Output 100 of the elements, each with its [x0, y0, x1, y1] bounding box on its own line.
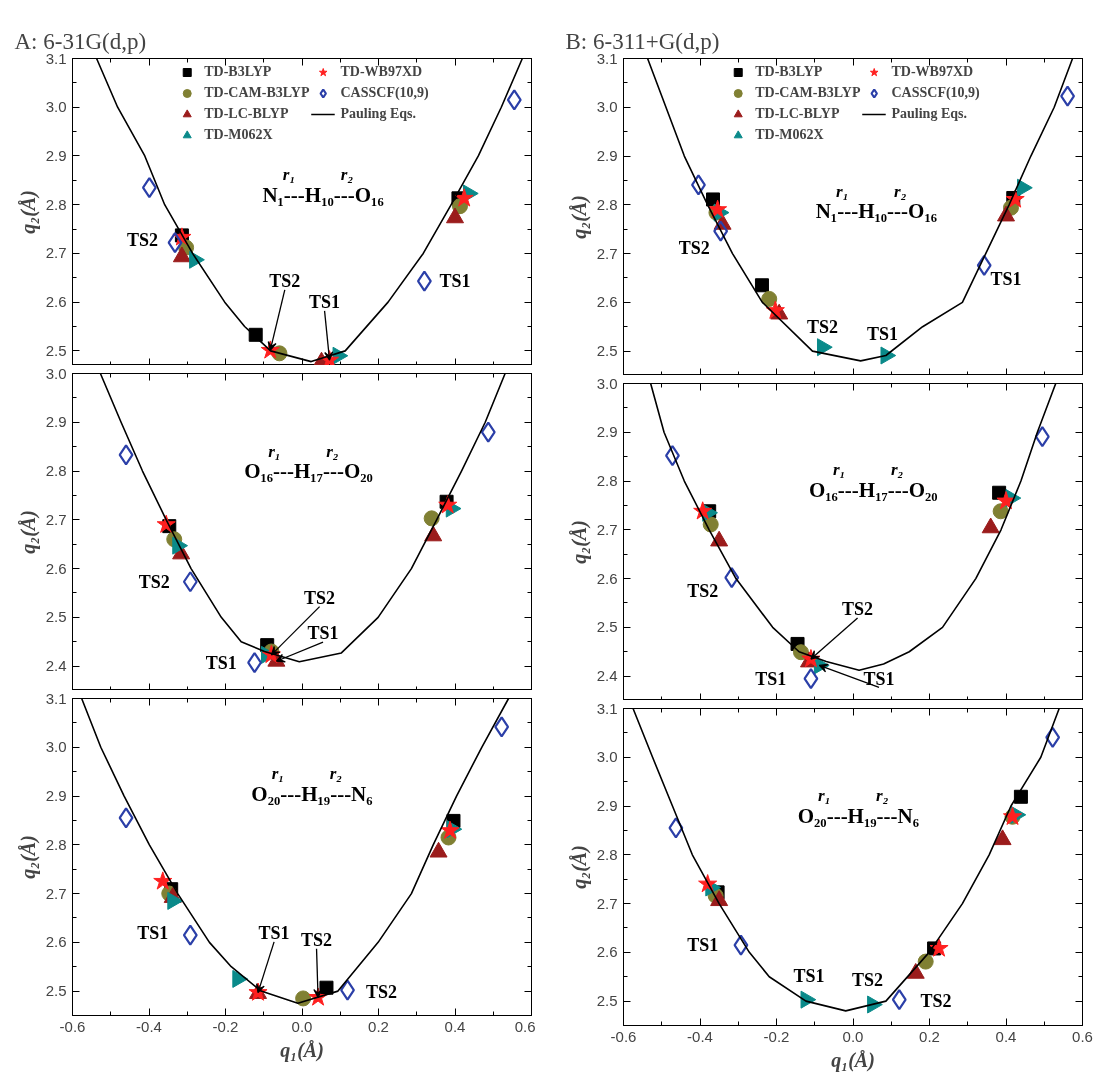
- annotation: r₁: [268, 441, 281, 461]
- legend-label: TD-M062X: [755, 126, 824, 144]
- annotation: O₁₆---H₁₇---O₂₀: [244, 459, 373, 484]
- y-tick-label: 3.1: [45, 689, 67, 707]
- legend-label: Pauling Eqs.: [891, 105, 967, 123]
- x-tick-label: 0.0: [291, 1017, 313, 1035]
- x-tick-label: 0.6: [514, 1017, 536, 1035]
- annotation: TS1: [137, 923, 169, 944]
- annotation: O₂₀---H₁₉---N₆: [797, 803, 919, 828]
- annotation: TS1: [309, 292, 341, 313]
- annotation: r₂: [894, 181, 907, 201]
- y-tick-label: 2.7: [45, 510, 67, 528]
- annotation: TS1: [307, 623, 339, 644]
- y-tick-label: 2.8: [596, 845, 618, 863]
- annotation: TS2: [126, 230, 159, 251]
- x-tick-label: -0.6: [59, 1017, 86, 1035]
- x-tick-label: 0.4: [995, 1027, 1017, 1045]
- y-tick-label: 2.7: [45, 884, 67, 902]
- annotation: r₁: [818, 786, 831, 806]
- x-tick-label: -0.4: [687, 1027, 713, 1045]
- annotation: O₁₆---H₁₇---O₂₀: [808, 477, 938, 502]
- legend-label: TD-CAM-B3LYP: [204, 84, 310, 102]
- x-tick-label: 0.4: [444, 1017, 466, 1035]
- y-tick-label: 2.4: [596, 667, 618, 685]
- legend-label: TD-B3LYP: [755, 63, 823, 81]
- y-axis-title: q₂(Å): [16, 510, 40, 554]
- y-tick-label: 2.7: [596, 244, 618, 262]
- y-tick-label: 2.6: [45, 933, 67, 951]
- y-tick-label: 2.6: [596, 569, 618, 587]
- annotation: N₁---H₁₀---O₁₆: [262, 182, 384, 207]
- y-tick-label: 2.8: [596, 472, 618, 490]
- annotation: TS2: [269, 271, 301, 292]
- y-tick-label: 2.6: [596, 293, 618, 311]
- legend-label: TD-WB97XD: [891, 63, 974, 81]
- y-tick-label: 3.0: [596, 374, 618, 392]
- legend-label: TD-LC-BLYP: [204, 105, 289, 123]
- y-axis-title: q₂(Å): [567, 845, 591, 889]
- x-tick-label: 0.2: [919, 1027, 940, 1045]
- x-tick-label: 0.0: [842, 1027, 864, 1045]
- y-tick-label: 3.0: [45, 364, 67, 382]
- annotation: O₂₀---H₁₉---N₆: [251, 781, 373, 806]
- annotation: TS1: [793, 966, 825, 987]
- x-axis-title: q₁(Å): [280, 1038, 324, 1062]
- annotation: r₁: [271, 764, 285, 784]
- legend-label: TD-LC-BLYP: [755, 105, 840, 123]
- annotation: TS2: [678, 237, 710, 258]
- y-tick-label: 2.6: [45, 559, 67, 577]
- x-tick-label: 0.2: [368, 1017, 389, 1035]
- y-tick-label: 2.5: [45, 608, 67, 626]
- y-axis-title: q₂(Å): [567, 520, 591, 564]
- annotation: r₂: [891, 460, 904, 480]
- x-tick-label: 0.6: [1072, 1027, 1093, 1045]
- y-tick-label: 2.9: [45, 413, 67, 431]
- y-tick-label: 2.7: [45, 244, 67, 262]
- legend-label: TD-B3LYP: [204, 63, 272, 81]
- y-tick-label: 2.9: [45, 146, 67, 164]
- y-tick-label: 2.5: [596, 992, 618, 1010]
- annotation: r₁: [833, 460, 846, 480]
- x-tick-label: -0.4: [136, 1017, 162, 1035]
- annotation: TS1: [863, 668, 895, 689]
- annotation: TS2: [301, 929, 333, 950]
- y-tick-label: 2.5: [45, 982, 67, 1000]
- y-tick-label: 3.0: [596, 748, 618, 766]
- y-tick-label: 2.5: [45, 341, 67, 359]
- annotation: r₁: [282, 165, 296, 185]
- y-tick-label: 3.0: [596, 98, 618, 116]
- y-tick-label: 2.8: [45, 462, 67, 480]
- y-tick-label: 2.9: [45, 787, 67, 805]
- annotation: N₁---H₁₀---O₁₆: [815, 199, 937, 224]
- legend-label: CASSCF(10,9): [891, 84, 980, 102]
- y-tick-label: 2.9: [596, 423, 618, 441]
- annotation: TS2: [806, 317, 838, 338]
- annotation: TS1: [258, 923, 290, 944]
- y-tick-label: 2.8: [45, 835, 67, 853]
- y-tick-label: 2.5: [596, 342, 618, 360]
- annotation: TS2: [304, 587, 336, 608]
- annotation: r₂: [340, 165, 354, 185]
- x-tick-label: -0.2: [212, 1017, 239, 1035]
- y-tick-label: 3.0: [45, 738, 67, 756]
- annotation: r₂: [326, 441, 339, 461]
- x-tick-label: -0.2: [763, 1027, 790, 1045]
- annotation: r₂: [329, 764, 343, 784]
- annotation: TS1: [205, 652, 237, 673]
- y-tick-label: 2.8: [596, 195, 618, 213]
- y-tick-label: 2.9: [596, 147, 618, 165]
- y-axis-title: q₂(Å): [16, 190, 40, 234]
- y-tick-label: 2.4: [45, 657, 67, 675]
- annotation: TS1: [990, 268, 1022, 289]
- legend-label: TD-WB97XD: [340, 63, 423, 81]
- annotation: TS1: [439, 271, 471, 292]
- annotation: r₁: [836, 181, 849, 201]
- y-tick-label: 2.7: [596, 894, 618, 912]
- legend-label: TD-CAM-B3LYP: [755, 84, 861, 102]
- y-tick-label: 2.6: [596, 943, 618, 961]
- annotation: TS2: [842, 599, 874, 620]
- y-axis-title: q₂(Å): [567, 195, 591, 239]
- annotation: TS2: [687, 580, 719, 601]
- annotation: TS1: [866, 324, 898, 345]
- annotation: TS2: [852, 969, 884, 990]
- annotation: r₂: [876, 786, 889, 806]
